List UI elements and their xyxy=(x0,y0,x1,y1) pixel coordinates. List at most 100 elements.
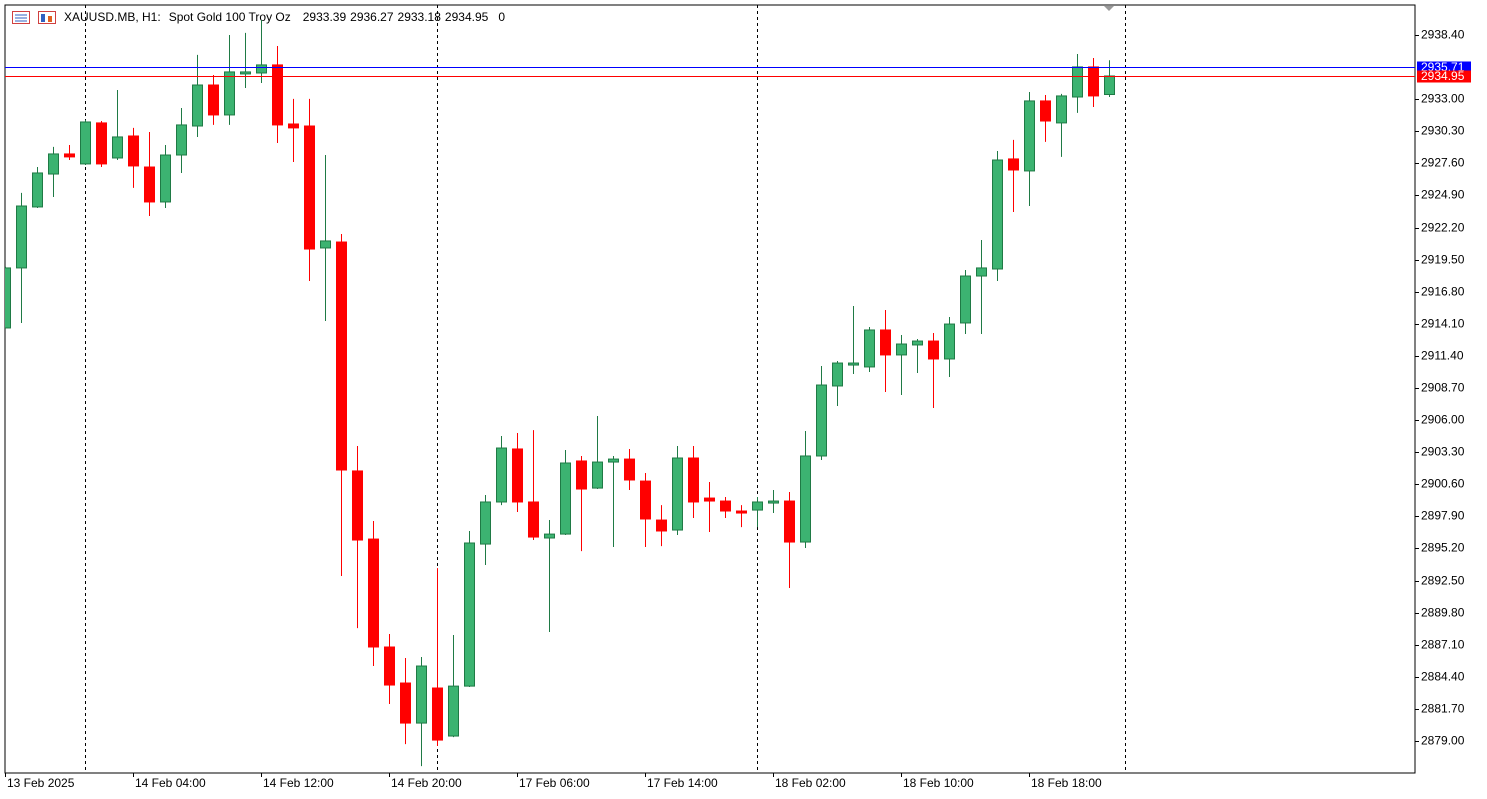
candle-body xyxy=(512,448,523,503)
candle-body xyxy=(832,362,843,387)
candle-body xyxy=(656,519,667,532)
y-tick-label: 2922.20 xyxy=(1421,221,1465,235)
candle-body xyxy=(176,124,187,156)
candle-body xyxy=(352,470,363,541)
candle-body xyxy=(560,462,571,535)
candle-body xyxy=(528,501,539,538)
shift-marker[interactable] xyxy=(1104,6,1114,11)
y-tick-label: 2895.20 xyxy=(1421,541,1465,555)
candle-body xyxy=(464,542,475,687)
candle-body xyxy=(272,64,283,126)
y-tick-label: 2930.30 xyxy=(1421,124,1465,138)
header-price: 2933.18 xyxy=(398,10,442,24)
candle-body xyxy=(160,154,171,203)
y-tick-label: 2879.00 xyxy=(1421,734,1465,748)
x-tick-label: 18 Feb 10:00 xyxy=(903,776,974,790)
header: XAUUSD.MB, H1: Spot Gold 100 Troy Oz 2933.… xyxy=(64,10,505,24)
candle-body xyxy=(448,685,459,737)
candle-body xyxy=(624,458,635,481)
y-tick-label: 2908.70 xyxy=(1421,381,1465,395)
candle-body xyxy=(496,447,507,503)
candle-body xyxy=(960,275,971,324)
x-tick-label: 18 Feb 02:00 xyxy=(775,776,846,790)
candle-body xyxy=(416,665,427,724)
candle-body xyxy=(64,153,75,158)
candle-body xyxy=(736,510,747,514)
candle-body xyxy=(16,205,27,269)
candle-body xyxy=(256,64,267,74)
candle-body xyxy=(1056,95,1067,124)
candle-body xyxy=(720,500,731,512)
icon-bar xyxy=(41,14,45,22)
candle-body xyxy=(304,125,315,250)
y-tick-label: 2892.50 xyxy=(1421,574,1465,588)
x-tick-label: 17 Feb 14:00 xyxy=(647,776,718,790)
candle-body xyxy=(800,455,811,543)
y-tick-label: 2911.40 xyxy=(1421,349,1464,363)
candle-body xyxy=(768,500,779,504)
plot-frame xyxy=(4,4,1416,774)
candle-body xyxy=(48,153,59,175)
candle-body xyxy=(576,460,587,490)
candle-body xyxy=(336,241,347,471)
y-tick-label: 2900.60 xyxy=(1421,477,1465,491)
x-tick-label: 14 Feb 04:00 xyxy=(135,776,206,790)
candle-body xyxy=(1040,100,1051,122)
candle-body xyxy=(784,500,795,543)
candle-body xyxy=(848,362,859,366)
candle-body xyxy=(240,71,251,75)
candles xyxy=(5,19,1115,767)
y-tick-label: 2914.10 xyxy=(1421,317,1465,331)
y-tick-label: 2887.10 xyxy=(1421,638,1465,652)
candle-body xyxy=(1072,66,1083,98)
candle-body xyxy=(816,384,827,457)
candle-body xyxy=(880,329,891,356)
candle-body xyxy=(32,172,43,208)
candle-body xyxy=(112,136,123,159)
header-volume: 0 xyxy=(498,10,505,24)
description: Spot Gold 100 Troy Oz xyxy=(169,10,291,24)
candle-body xyxy=(928,340,939,360)
candle-body xyxy=(672,457,683,531)
header-price: 2934.95 xyxy=(445,10,489,24)
candle-body xyxy=(320,240,331,249)
y-tick-label: 2889.80 xyxy=(1421,606,1465,620)
candle-body xyxy=(480,501,491,545)
candle-body xyxy=(608,458,619,463)
candle-body xyxy=(368,538,379,648)
y-tick-label: 2903.30 xyxy=(1421,445,1465,459)
candle-body xyxy=(1088,66,1099,97)
candle-body xyxy=(384,646,395,686)
y-tick-label: 2938.40 xyxy=(1421,28,1465,42)
y-tick-label: 2919.50 xyxy=(1421,253,1465,267)
y-tick-label: 2916.80 xyxy=(1421,285,1465,299)
y-tick-label: 2924.90 xyxy=(1421,188,1465,202)
candle-body xyxy=(944,323,955,360)
candle-body xyxy=(208,84,219,116)
candle-body xyxy=(144,166,155,203)
candle-body xyxy=(1024,100,1035,172)
candle-body xyxy=(80,121,91,165)
candle-body xyxy=(864,329,875,368)
x-tick-label: 14 Feb 20:00 xyxy=(391,776,462,790)
candle-body xyxy=(752,501,763,511)
candle-body xyxy=(976,267,987,277)
x-tick-label: 14 Feb 12:00 xyxy=(263,776,334,790)
header-price: 2936.27 xyxy=(350,10,394,24)
y-tick-label: 2906.00 xyxy=(1421,413,1465,427)
y-tick-label: 2927.60 xyxy=(1421,156,1465,170)
y-tick-label: 2933.00 xyxy=(1421,92,1465,106)
candle-body xyxy=(1104,75,1115,96)
candle-body xyxy=(992,159,1003,270)
x-tick-label: 18 Feb 18:00 xyxy=(1031,776,1102,790)
candle-body xyxy=(432,687,443,741)
candle-body xyxy=(400,682,411,724)
price-label: 2934.95 xyxy=(1421,69,1465,83)
candle-body xyxy=(5,267,11,329)
x-tick-label: 13 Feb 2025 xyxy=(7,776,75,790)
candle-body xyxy=(288,123,299,129)
candle-body xyxy=(896,343,907,356)
candle-body xyxy=(128,135,139,167)
candle-body xyxy=(1008,158,1019,171)
